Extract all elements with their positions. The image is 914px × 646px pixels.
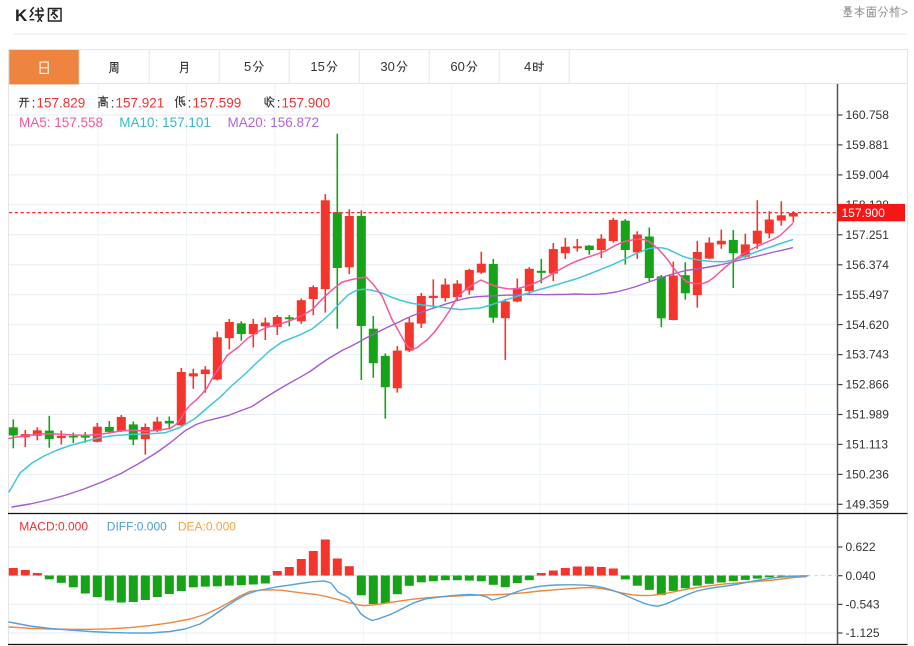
svg-text:157.829: 157.829	[37, 96, 86, 111]
svg-text:149.359: 149.359	[846, 497, 890, 511]
svg-text::: :	[32, 96, 36, 111]
svg-text:MA10: 157.101: MA10: 157.101	[119, 115, 211, 130]
svg-text:157.900: 157.900	[842, 206, 886, 220]
svg-text:DEA:0.000: DEA:0.000	[178, 520, 236, 534]
svg-text:157.900: 157.900	[282, 96, 331, 111]
svg-text:156.374: 156.374	[846, 258, 890, 272]
svg-text:MA20: 156.872: MA20: 156.872	[228, 115, 320, 130]
svg-text:0.622: 0.622	[846, 540, 876, 554]
svg-text:5: 5	[244, 59, 251, 74]
svg-text:159.004: 159.004	[846, 168, 890, 182]
svg-text:157.599: 157.599	[193, 96, 242, 111]
svg-text:160.758: 160.758	[846, 108, 890, 122]
svg-text:154.620: 154.620	[846, 318, 890, 332]
svg-text:151.989: 151.989	[846, 408, 890, 422]
svg-text::: :	[111, 96, 115, 111]
svg-text:MACD:0.000: MACD:0.000	[19, 520, 88, 534]
svg-text:155.497: 155.497	[846, 288, 890, 302]
svg-text:>: >	[901, 5, 908, 19]
svg-text:DIFF:0.000: DIFF:0.000	[107, 520, 167, 534]
svg-text::: :	[188, 96, 192, 111]
svg-text:151.113: 151.113	[846, 438, 889, 452]
svg-text:-0.543: -0.543	[846, 598, 880, 612]
svg-text:0.040: 0.040	[846, 569, 876, 583]
svg-text:157.921: 157.921	[116, 96, 165, 111]
svg-text:4: 4	[524, 59, 531, 74]
svg-text:15: 15	[310, 59, 324, 74]
svg-text:157.251: 157.251	[846, 228, 890, 242]
svg-text:K: K	[15, 6, 28, 25]
svg-text:153.743: 153.743	[846, 348, 890, 362]
svg-text:60: 60	[450, 59, 464, 74]
svg-text:152.866: 152.866	[846, 378, 890, 392]
svg-text:MA5: 157.558: MA5: 157.558	[19, 115, 103, 130]
svg-text::: :	[277, 96, 281, 111]
svg-text:150.236: 150.236	[846, 468, 890, 482]
svg-text:-1.125: -1.125	[846, 626, 880, 640]
svg-text:159.881: 159.881	[846, 138, 890, 152]
svg-text:30: 30	[380, 59, 394, 74]
